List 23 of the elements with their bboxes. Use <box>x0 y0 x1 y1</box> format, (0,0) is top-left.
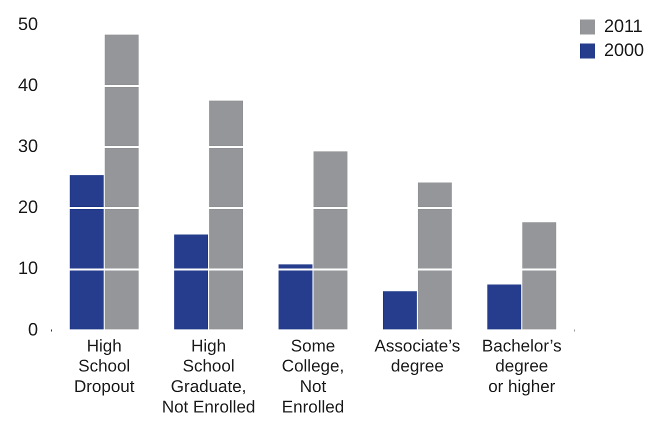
bar <box>104 34 139 330</box>
y-tick-label: 0 <box>28 319 38 340</box>
x-tick-label: Some College, Not Enrolled <box>282 336 344 416</box>
bar <box>418 182 452 330</box>
x-tick-label: High School Dropout <box>74 336 135 396</box>
bar <box>487 284 522 330</box>
y-tick-label: 30 <box>18 136 38 156</box>
bar <box>278 264 312 330</box>
y-tick-label: 40 <box>18 74 38 95</box>
bar <box>522 222 556 330</box>
y-tick-label: 10 <box>18 258 38 278</box>
y-tick-label: 20 <box>18 197 38 218</box>
legend-label: 2011 <box>604 16 643 36</box>
bar <box>209 100 244 330</box>
bar <box>382 291 417 330</box>
x-tick-label: Associate’s degree <box>374 336 460 376</box>
bar <box>314 151 348 330</box>
y-tick-label: 50 <box>18 14 38 34</box>
x-tick-label: Bachelor’s degree or higher <box>482 336 562 396</box>
bar <box>70 175 104 330</box>
x-tick-label: High School Graduate, Not Enrolled <box>162 336 256 416</box>
bar <box>174 234 208 330</box>
legend-label: 2000 <box>604 40 644 60</box>
